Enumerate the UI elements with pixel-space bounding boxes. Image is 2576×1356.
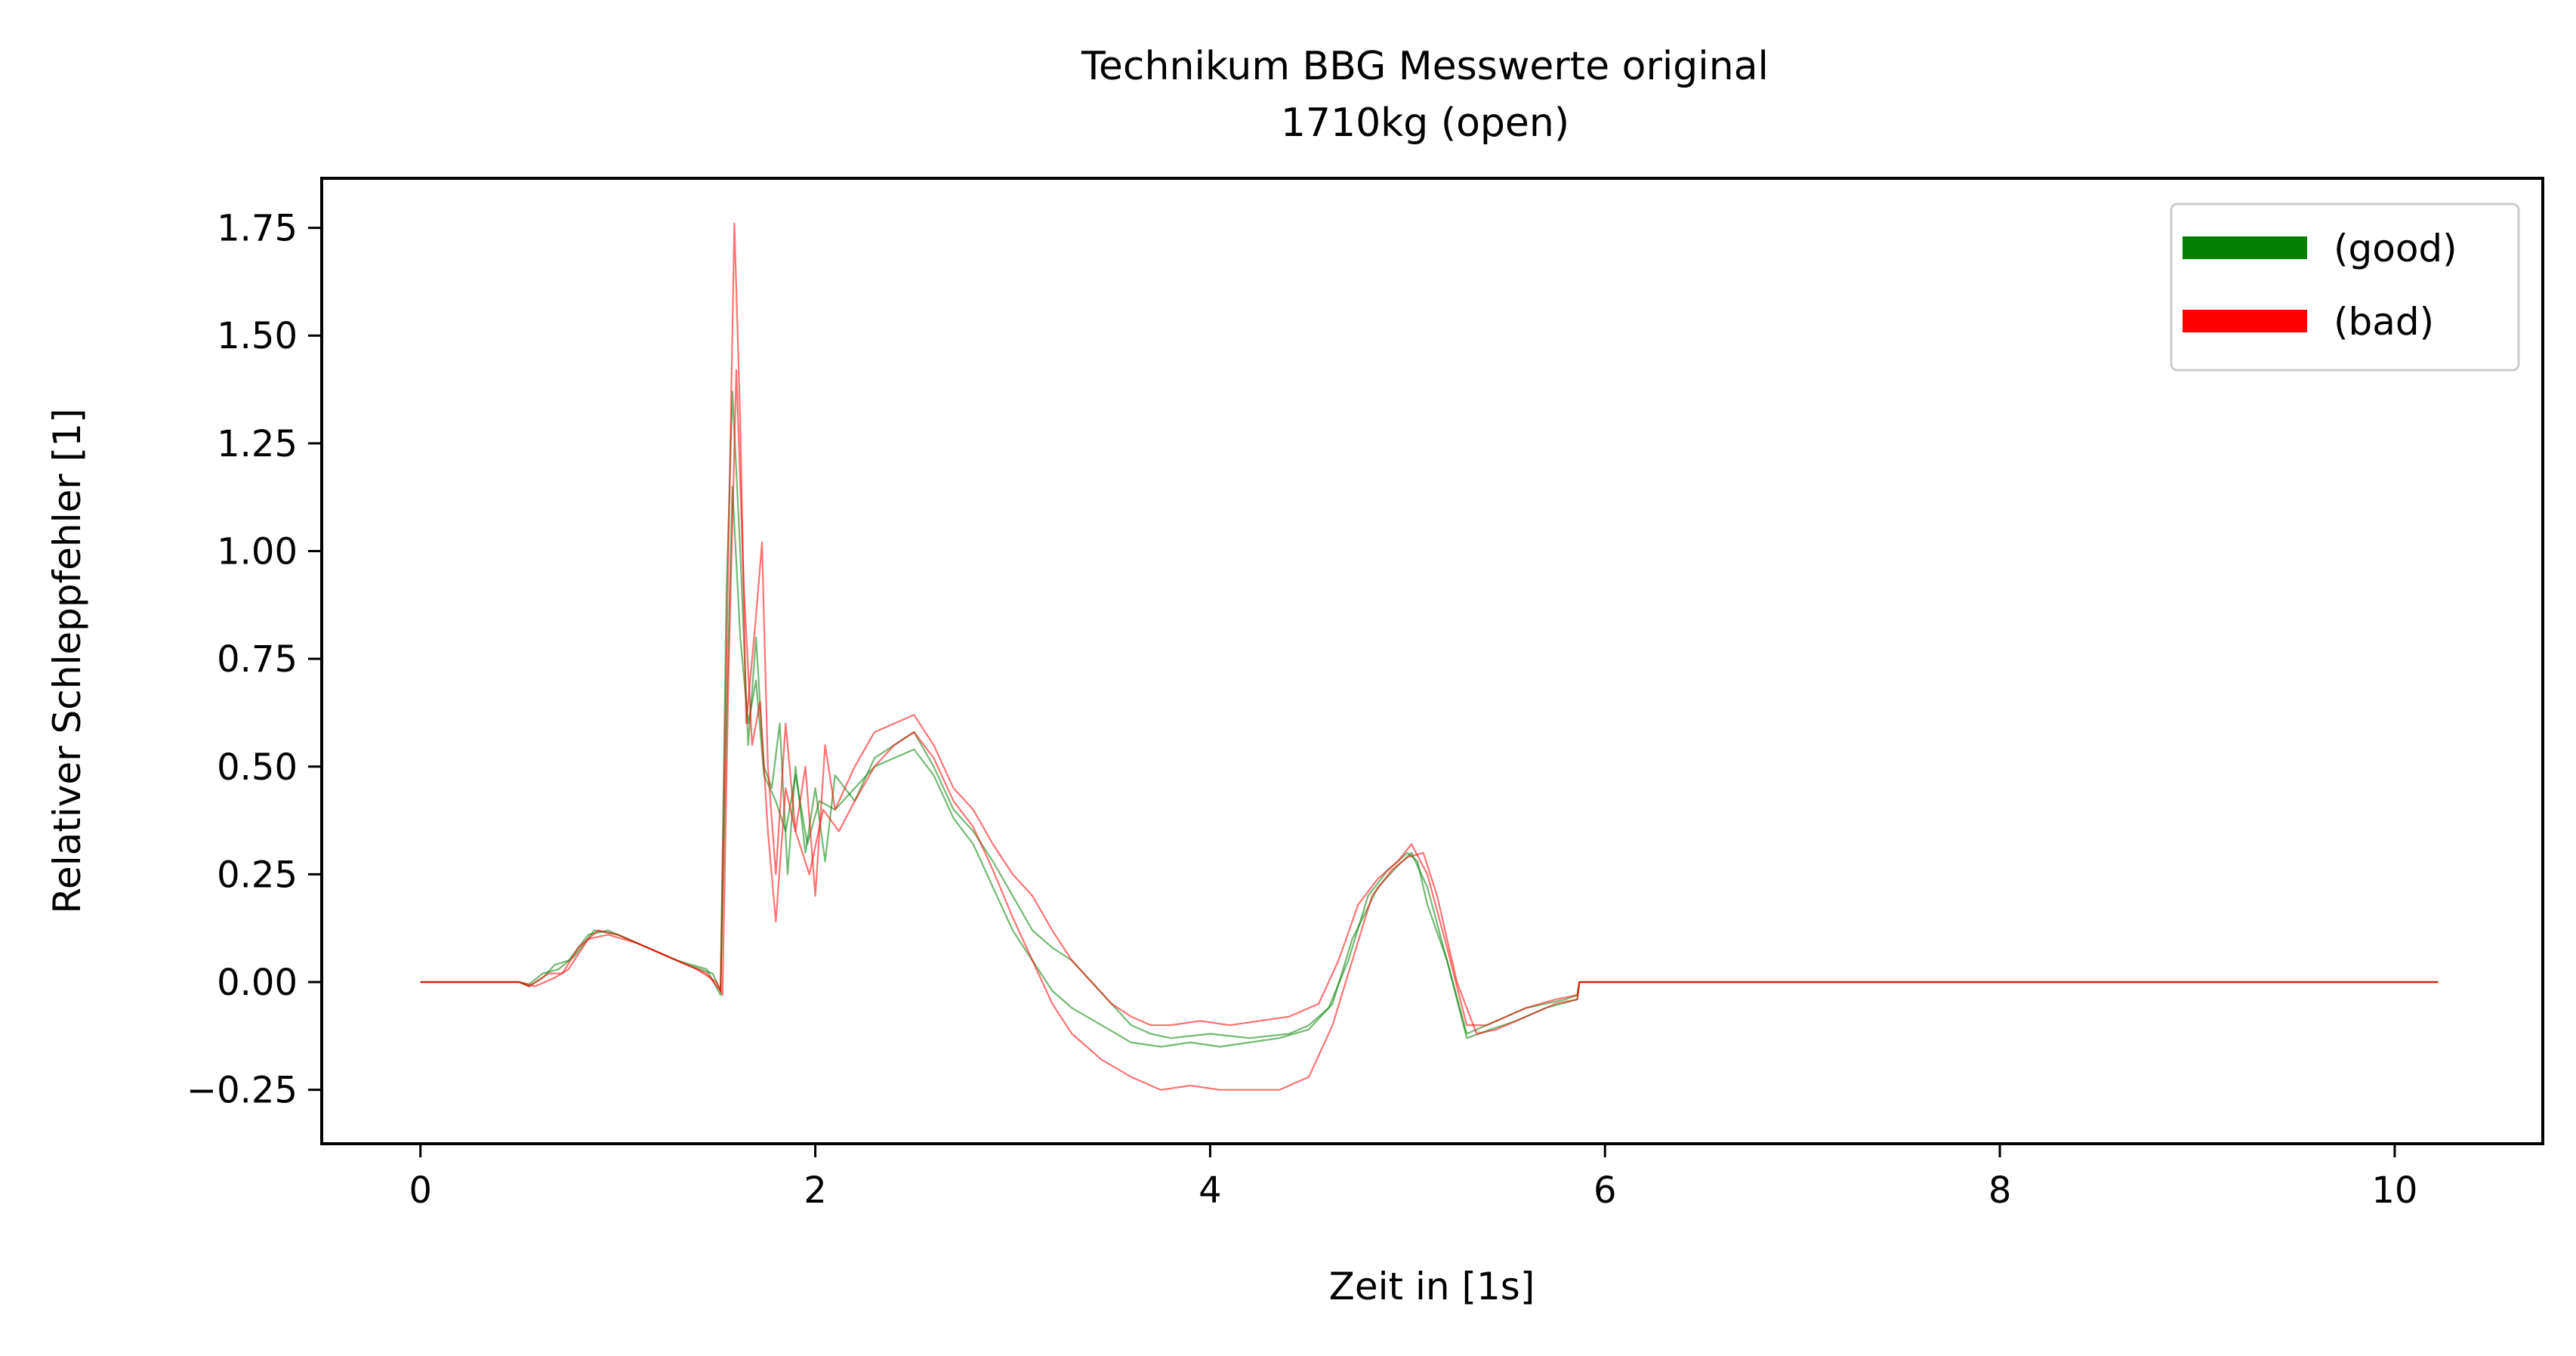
- y-tick-label: −0.25: [187, 1070, 298, 1112]
- y-tick-label: 0.00: [217, 962, 298, 1004]
- legend-label-good: (good): [2334, 227, 2457, 270]
- x-tick-label: 0: [409, 1169, 432, 1212]
- y-tick-label: 0.50: [217, 746, 298, 789]
- series-line-bad-4: [420, 369, 2439, 1091]
- x-tick-label: 4: [1199, 1169, 1222, 1212]
- x-tick-label: 10: [2371, 1169, 2417, 1212]
- y-tick-label: 1.75: [217, 208, 298, 250]
- y-tick-label: 1.25: [217, 423, 298, 465]
- series-line-good-1: [420, 391, 2439, 1039]
- legend-label-bad: (bad): [2334, 300, 2434, 344]
- chart-title: Technikum BBG Messwerte original: [1081, 44, 1769, 89]
- x-axis: 0 2 4 6 8 10: [409, 1144, 2417, 1212]
- series-layer: [420, 222, 2439, 1091]
- y-tick-label: 0.25: [217, 854, 298, 896]
- y-tick-label: 1.50: [217, 315, 298, 357]
- y-axis: −0.25 0.00 0.25 0.50 0.75 1.00 1.25 1.50 1.75: [187, 208, 322, 1112]
- x-tick-label: 2: [804, 1169, 827, 1212]
- x-tick-label: 8: [1988, 1169, 2012, 1212]
- x-tick-label: 6: [1593, 1169, 1617, 1212]
- chart-subtitle: 1710kg (open): [1281, 100, 1569, 146]
- y-tick-label: 0.75: [217, 638, 298, 681]
- legend: (good) (bad): [2170, 202, 2520, 372]
- x-axis-label: Zeit in [1s]: [1329, 1265, 1535, 1308]
- plot-frame: [320, 177, 2544, 1145]
- y-tick-label: 1.00: [217, 531, 298, 573]
- y-axis-label: Relativer Schleppfehler [1]: [45, 408, 89, 913]
